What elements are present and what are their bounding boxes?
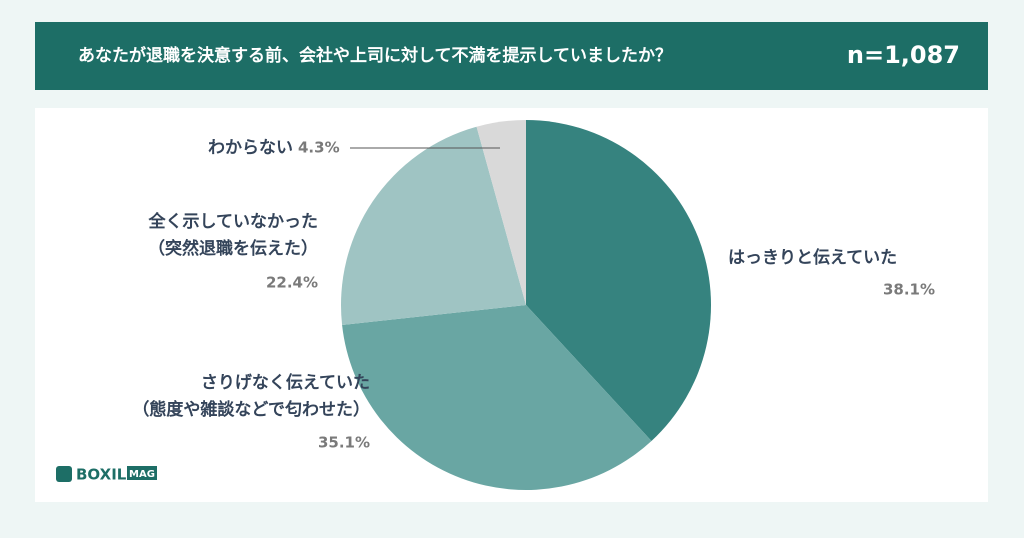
slice-label: はっきりと伝えていた	[728, 247, 897, 268]
sample-size: n=1,087	[847, 41, 960, 69]
pie-slice	[341, 126, 526, 326]
logo-badge-bg	[127, 466, 157, 480]
pie-slice	[342, 305, 652, 491]
pie-slice	[526, 120, 712, 441]
slice-label: さりげなく伝えていた（態度や雑談などで匂わせた）	[132, 372, 370, 420]
slice-label: 全く示していなかった（突然退職を伝えた）	[148, 211, 319, 259]
logo: BOXIL	[76, 466, 127, 484]
chart-title: あなたが退職を決意する前、会社や上司に対して不満を提示していましたか？	[78, 45, 672, 66]
header-bar	[35, 22, 988, 90]
logo-badge: MAG	[129, 469, 155, 480]
value-label: 4.3%	[298, 139, 340, 157]
slice-label: わからない	[208, 138, 293, 158]
pie-slice	[476, 120, 526, 305]
logo-icon	[56, 466, 72, 482]
value-label: 22.4%	[266, 274, 318, 292]
value-label: 35.1%	[318, 434, 370, 452]
value-label: 38.1%	[883, 281, 935, 299]
